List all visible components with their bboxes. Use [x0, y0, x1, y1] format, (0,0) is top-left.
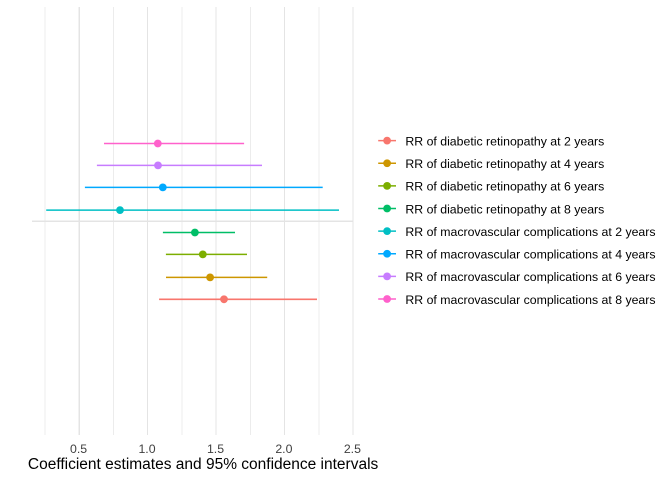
- svg-text:1.0: 1.0: [138, 442, 155, 456]
- svg-text:RR of macrovascular complicati: RR of macrovascular complications at 6 y…: [405, 270, 655, 284]
- svg-text:RR of macrovascular complicati: RR of macrovascular complications at 2 y…: [405, 225, 655, 239]
- svg-text:Coefficient estimates and 95%: Coefficient estimates and 95% confidence…: [28, 456, 379, 473]
- svg-text:RR of diabetic retinopathy at: RR of diabetic retinopathy at 2 years: [405, 134, 604, 148]
- svg-text:1.5: 1.5: [207, 442, 224, 456]
- svg-text:RR of diabetic retinopathy at: RR of diabetic retinopathy at 6 years: [405, 180, 604, 194]
- svg-text:RR of diabetic retinopathy at: RR of diabetic retinopathy at 8 years: [405, 202, 604, 216]
- svg-text:RR of macrovascular complicati: RR of macrovascular complications at 4 y…: [405, 248, 655, 262]
- svg-text:RR of diabetic retinopathy at: RR of diabetic retinopathy at 4 years: [405, 157, 604, 171]
- svg-text:2.5: 2.5: [344, 442, 361, 456]
- svg-text:0.5: 0.5: [70, 442, 87, 456]
- svg-text:2.0: 2.0: [275, 442, 292, 456]
- svg-text:RR of macrovascular complicati: RR of macrovascular complications at 8 y…: [405, 293, 655, 307]
